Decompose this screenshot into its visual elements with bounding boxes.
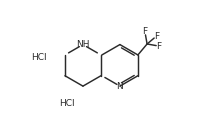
Text: F: F	[157, 42, 162, 51]
Text: F: F	[154, 32, 159, 41]
Text: NH: NH	[76, 40, 90, 49]
Text: F: F	[142, 27, 148, 36]
Text: N: N	[117, 82, 123, 91]
Text: HCl: HCl	[31, 53, 47, 62]
Text: HCl: HCl	[59, 99, 74, 108]
